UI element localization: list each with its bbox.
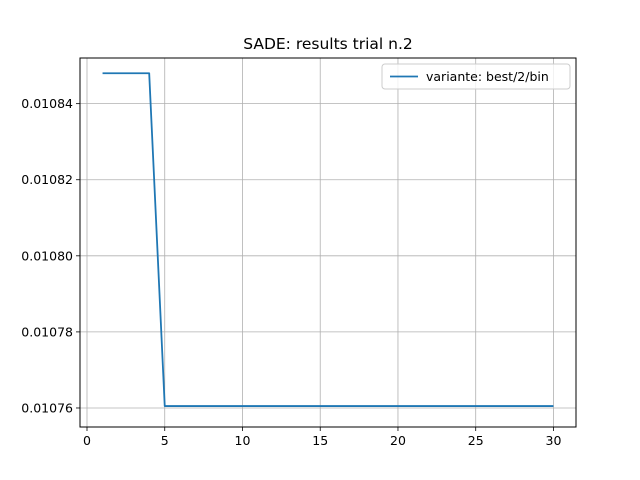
axes-frame — [79, 57, 577, 428]
grid-lines — [80, 58, 576, 427]
y-axis-ticks: 0.01076 0.01078 0.01080 0.01082 0.01084 — [21, 96, 80, 415]
series-layer — [102, 72, 554, 407]
series-line-0 — [102, 72, 554, 407]
y-tick-label: 0.01078 — [21, 324, 73, 339]
x-tick-label: 15 — [312, 433, 328, 448]
x-tick-label: 10 — [235, 433, 251, 448]
y-tick-label: 0.01082 — [21, 172, 73, 187]
x-axis-ticks: 0 5 10 15 20 25 30 — [83, 427, 561, 448]
y-tick-label: 0.01076 — [21, 400, 73, 415]
x-tick-label: 20 — [390, 433, 406, 448]
legend-box — [381, 63, 571, 90]
y-tick-label: 0.01080 — [21, 248, 73, 263]
x-tick-label: 25 — [468, 433, 484, 448]
x-tick-label: 5 — [161, 433, 169, 448]
chart-title: SADE: results trial n.2 — [243, 35, 413, 53]
legend: variante: best/2/bin — [381, 63, 571, 90]
y-tick-label: 0.01084 — [21, 96, 73, 111]
x-tick-label: 30 — [546, 433, 562, 448]
x-tick-label: 0 — [83, 433, 91, 448]
legend-entry-label: variante: best/2/bin — [426, 69, 549, 84]
